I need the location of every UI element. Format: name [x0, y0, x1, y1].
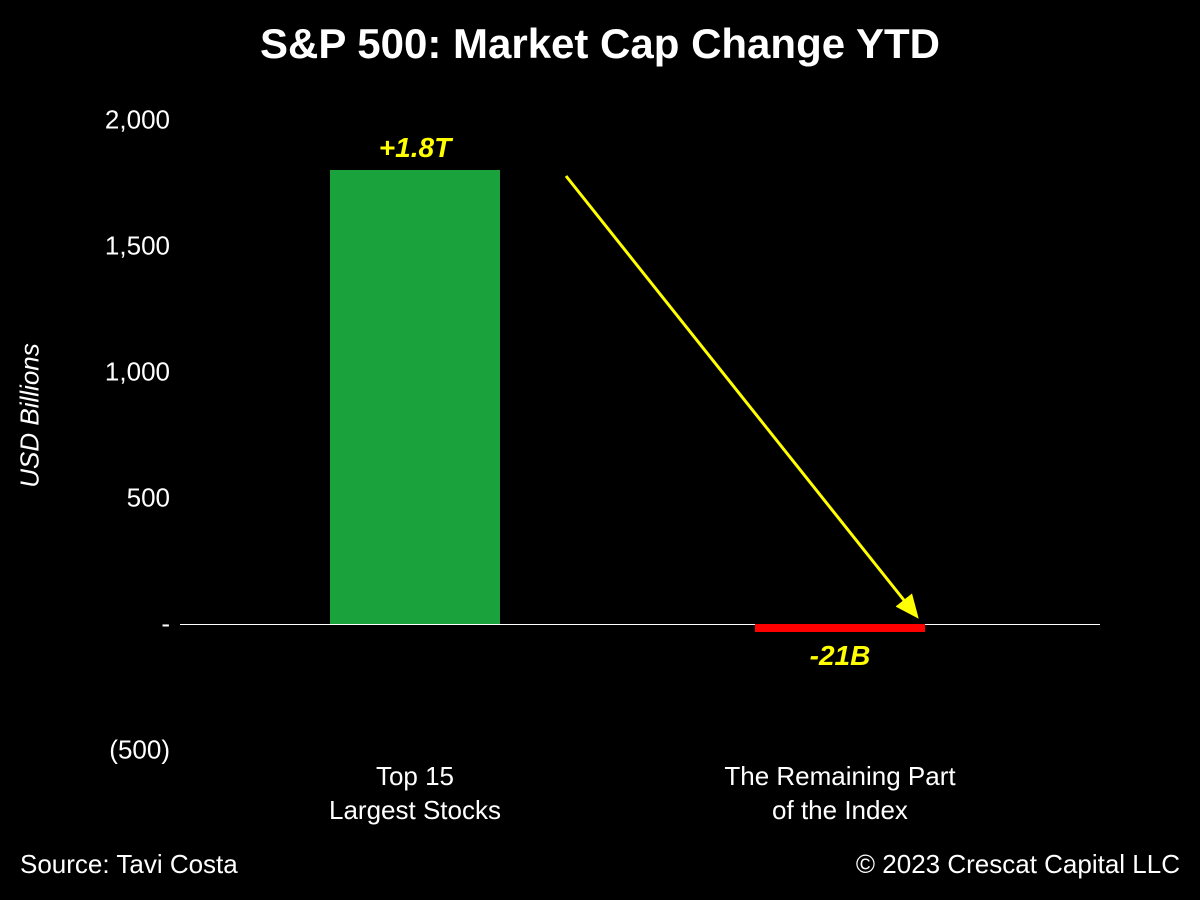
y-tick: (500): [109, 735, 170, 766]
annotation-arrow: [0, 0, 1200, 900]
y-tick: -: [161, 609, 170, 640]
y-tick: 1,500: [105, 231, 170, 262]
copyright-text: © 2023 Crescat Capital LLC: [856, 849, 1180, 880]
bar-value-label: +1.8T: [315, 132, 515, 164]
chart-title: S&P 500: Market Cap Change YTD: [0, 20, 1200, 68]
bar: [330, 170, 500, 624]
y-tick: 500: [127, 483, 170, 514]
y-axis-label: USD Billions: [15, 343, 46, 488]
zero-line: [180, 624, 1100, 625]
bar: [755, 624, 925, 632]
x-axis-label: Top 15Largest Stocks: [265, 760, 565, 828]
y-tick: 2,000: [105, 105, 170, 136]
source-text: Source: Tavi Costa: [20, 849, 238, 880]
y-tick: 1,000: [105, 357, 170, 388]
x-axis-label: The Remaining Partof the Index: [690, 760, 990, 828]
bar-value-label: -21B: [740, 640, 940, 672]
